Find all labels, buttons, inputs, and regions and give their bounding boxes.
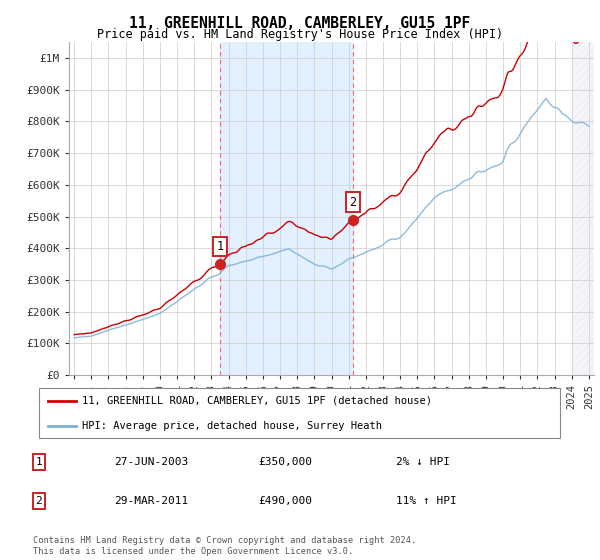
Text: 2: 2 bbox=[35, 496, 43, 506]
Text: £350,000: £350,000 bbox=[258, 457, 312, 467]
Text: 11, GREENHILL ROAD, CAMBERLEY, GU15 1PF: 11, GREENHILL ROAD, CAMBERLEY, GU15 1PF bbox=[130, 16, 470, 31]
Text: 1: 1 bbox=[216, 240, 223, 253]
Text: Price paid vs. HM Land Registry's House Price Index (HPI): Price paid vs. HM Land Registry's House … bbox=[97, 28, 503, 41]
Text: £490,000: £490,000 bbox=[258, 496, 312, 506]
Text: 11, GREENHILL ROAD, CAMBERLEY, GU15 1PF (detached house): 11, GREENHILL ROAD, CAMBERLEY, GU15 1PF … bbox=[82, 396, 433, 406]
Text: 27-JUN-2003: 27-JUN-2003 bbox=[114, 457, 188, 467]
Text: HPI: Average price, detached house, Surrey Heath: HPI: Average price, detached house, Surr… bbox=[82, 421, 382, 431]
Bar bbox=[220, 42, 353, 375]
FancyBboxPatch shape bbox=[38, 388, 560, 438]
Bar bbox=[572, 42, 594, 375]
Text: 11% ↑ HPI: 11% ↑ HPI bbox=[396, 496, 457, 506]
Text: 2: 2 bbox=[349, 196, 356, 209]
Text: 1: 1 bbox=[35, 457, 43, 467]
Text: Contains HM Land Registry data © Crown copyright and database right 2024.
This d: Contains HM Land Registry data © Crown c… bbox=[33, 536, 416, 556]
Text: 2% ↓ HPI: 2% ↓ HPI bbox=[396, 457, 450, 467]
Text: 29-MAR-2011: 29-MAR-2011 bbox=[114, 496, 188, 506]
